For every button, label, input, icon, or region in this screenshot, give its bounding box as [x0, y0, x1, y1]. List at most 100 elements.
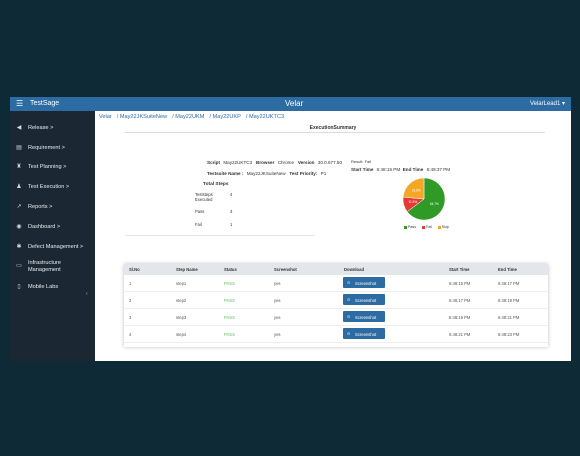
- divider: [125, 132, 545, 133]
- legend-item[interactable]: Fail: [422, 225, 432, 229]
- cell-step: step4: [176, 332, 187, 337]
- suite-label: Testsuite Name :: [207, 171, 244, 176]
- main-content: Velar / May22JKSuiteNew / May22UKM / May22U…: [95, 111, 571, 361]
- column-header: Screenshot: [274, 267, 297, 272]
- start-label: Start Time: [351, 167, 374, 172]
- cell-start-time: 6:48:19 PM: [449, 315, 471, 320]
- legend-swatch: [404, 225, 407, 229]
- pie-chart: 64.7% 11.8% 23.5%: [402, 177, 446, 221]
- total-steps-title: Total Steps: [203, 182, 229, 187]
- breadcrumb: Velar / May22JKSuiteNew / May22UKM / May22U…: [99, 114, 289, 120]
- pie-label-pass: 64.7%: [430, 202, 439, 206]
- table-header: Sl.No Step Name Status Screenshot Download St…: [124, 264, 548, 275]
- infrastructure-icon: ▭: [16, 263, 22, 269]
- cell-shot: yes: [274, 298, 281, 303]
- sidebar-item-dashboard[interactable]: ◉ Dashboard >: [10, 219, 95, 235]
- breadcrumb-item[interactable]: Velar: [99, 114, 112, 120]
- sidebar-item-label: Requirement >: [28, 145, 65, 151]
- column-header: End Time: [498, 267, 517, 272]
- legend-item[interactable]: Skip: [437, 225, 449, 229]
- column-header: Sl.No: [129, 267, 140, 272]
- sidebar-item-label: Reports >: [28, 204, 53, 210]
- cell-step: step3: [176, 315, 187, 320]
- section-divider: [125, 235, 315, 236]
- screenshot-button-label: Screenshot: [355, 314, 377, 320]
- browser-label: Browser: [256, 160, 275, 165]
- sidebar-item-release[interactable]: ◀ Release >: [10, 120, 95, 136]
- legend-label: Fail: [426, 225, 432, 229]
- cell-no: 4: [129, 332, 132, 337]
- cell-start-time: 6:48:15 PM: [449, 281, 471, 286]
- table-row: 3 step3 PASS yes ⊙ Screenshot 6:48:19 PM 6:48:2…: [124, 309, 548, 326]
- sidebar-item-label: Infrastructure Management: [28, 260, 61, 273]
- steps-label: Teststeps Executed: [195, 192, 213, 202]
- suite-info: Testsuite Name : May22JKSuiteNew Test Pr…: [207, 171, 326, 176]
- priority-label: Test Priority:: [289, 171, 318, 176]
- mobile-icon: ▯: [17, 284, 21, 290]
- sidebar-item-label: Defect Management >: [28, 244, 84, 250]
- screenshot-button[interactable]: ⊙ Screenshot: [343, 277, 385, 288]
- screenshot-button-label: Screenshot: [355, 297, 377, 303]
- sidebar-item-reports[interactable]: ↗ Reports >: [10, 199, 95, 215]
- total-steps-row: Teststeps Executed 4: [195, 192, 245, 202]
- sidebar-item-label: Test Planning >: [28, 164, 67, 170]
- column-header: Status: [224, 267, 237, 272]
- sidebar-item-requirement[interactable]: ▤ Requirement >: [10, 140, 95, 156]
- requirement-icon: ▤: [16, 145, 22, 151]
- camera-icon: ⊙: [347, 297, 351, 302]
- execution-summary-title: ExecutionSummary: [309, 125, 357, 131]
- breadcrumb-item[interactable]: / May22JKSuiteNew: [116, 114, 168, 120]
- cell-status: PASS: [224, 332, 235, 337]
- cell-end-time: 6:48:23 PM: [498, 332, 520, 337]
- pie-slice-skip[interactable]: [402, 177, 425, 200]
- legend-swatch: [437, 225, 441, 229]
- camera-icon: ⊙: [347, 331, 351, 336]
- sidebar-item-defect[interactable]: ✱ Defect Management >: [10, 239, 95, 255]
- legend-swatch: [422, 225, 425, 229]
- user-menu[interactable]: VelarLead1 ▾: [529, 101, 565, 107]
- table-row: 4 step4 PASS yes ⊙ Screenshot 6:48:21 PM 6:48:2…: [124, 326, 548, 343]
- script-label: Script: [207, 160, 221, 165]
- top-bar: ☰ TestSage Velar VelarLead1 ▾: [10, 97, 571, 111]
- screenshot-button[interactable]: ⊙ Screenshot: [343, 294, 385, 305]
- screenshot-button[interactable]: ⊙ Screenshot: [343, 311, 385, 322]
- version-value: 30.0.677.50: [317, 160, 343, 165]
- steps-value: 3: [230, 209, 233, 214]
- start-value: 6:48:15 PM: [376, 167, 401, 172]
- screenshot-button[interactable]: ⊙ Screenshot: [343, 328, 385, 339]
- result-label: Result:: [351, 159, 364, 164]
- sidebar-item-label: Dashboard >: [28, 224, 61, 230]
- cell-shot: yes: [274, 281, 281, 286]
- cell-end-time: 6:48:17 PM: [498, 281, 520, 286]
- pie-slice-pass[interactable]: [406, 177, 446, 221]
- sidebar: ‹ ◀ Release > ▤ Requirement > ♜ Test Planning…: [10, 111, 95, 361]
- legend-label: Pass: [408, 225, 416, 229]
- legend-item[interactable]: Pass: [404, 225, 416, 229]
- suite-value: May22JKSuiteNew: [246, 171, 286, 176]
- script-info: Script May22UKTC3 Browser Chrome Version…: [207, 160, 342, 165]
- result-value: Fail: [364, 159, 372, 164]
- pie-label-fail: 11.8%: [408, 200, 417, 204]
- sidebar-item-test-execution[interactable]: ♟ Test Execution >: [10, 179, 95, 195]
- cell-status: PASS: [224, 298, 235, 303]
- test-planning-icon: ♜: [16, 164, 22, 170]
- sidebar-item-infrastructure[interactable]: ▭ Infrastructure Management: [10, 258, 95, 274]
- table-row: 2 step2 PASS yes ⊙ Screenshot 6:48:17 PM 6:48:1…: [124, 292, 548, 309]
- breadcrumb-item[interactable]: / May22UKTC3: [245, 114, 285, 120]
- sidebar-item-label: Mobile Labs: [28, 284, 59, 290]
- sidebar-item-label: Test Execution >: [28, 184, 70, 190]
- hamburger-icon[interactable]: ☰: [16, 99, 24, 108]
- script-value: May22UKTC3: [223, 160, 253, 165]
- cell-step: step1: [176, 281, 187, 286]
- cell-no: 3: [129, 315, 132, 320]
- priority-value: P1: [320, 171, 327, 176]
- collapse-icon[interactable]: ‹: [86, 291, 88, 297]
- cell-end-time: 6:48:19 PM: [498, 298, 520, 303]
- screenshot-button-label: Screenshot: [355, 331, 377, 337]
- sidebar-item-test-planning[interactable]: ♜ Test Planning >: [10, 159, 95, 175]
- breadcrumb-item[interactable]: / May22UKM: [172, 114, 205, 120]
- sidebar-item-mobile[interactable]: ▯ Mobile Labs: [10, 279, 95, 295]
- screenshot-button-label: Screenshot: [355, 280, 377, 286]
- cell-shot: yes: [274, 332, 281, 337]
- breadcrumb-item[interactable]: / May22UKP: [209, 114, 241, 120]
